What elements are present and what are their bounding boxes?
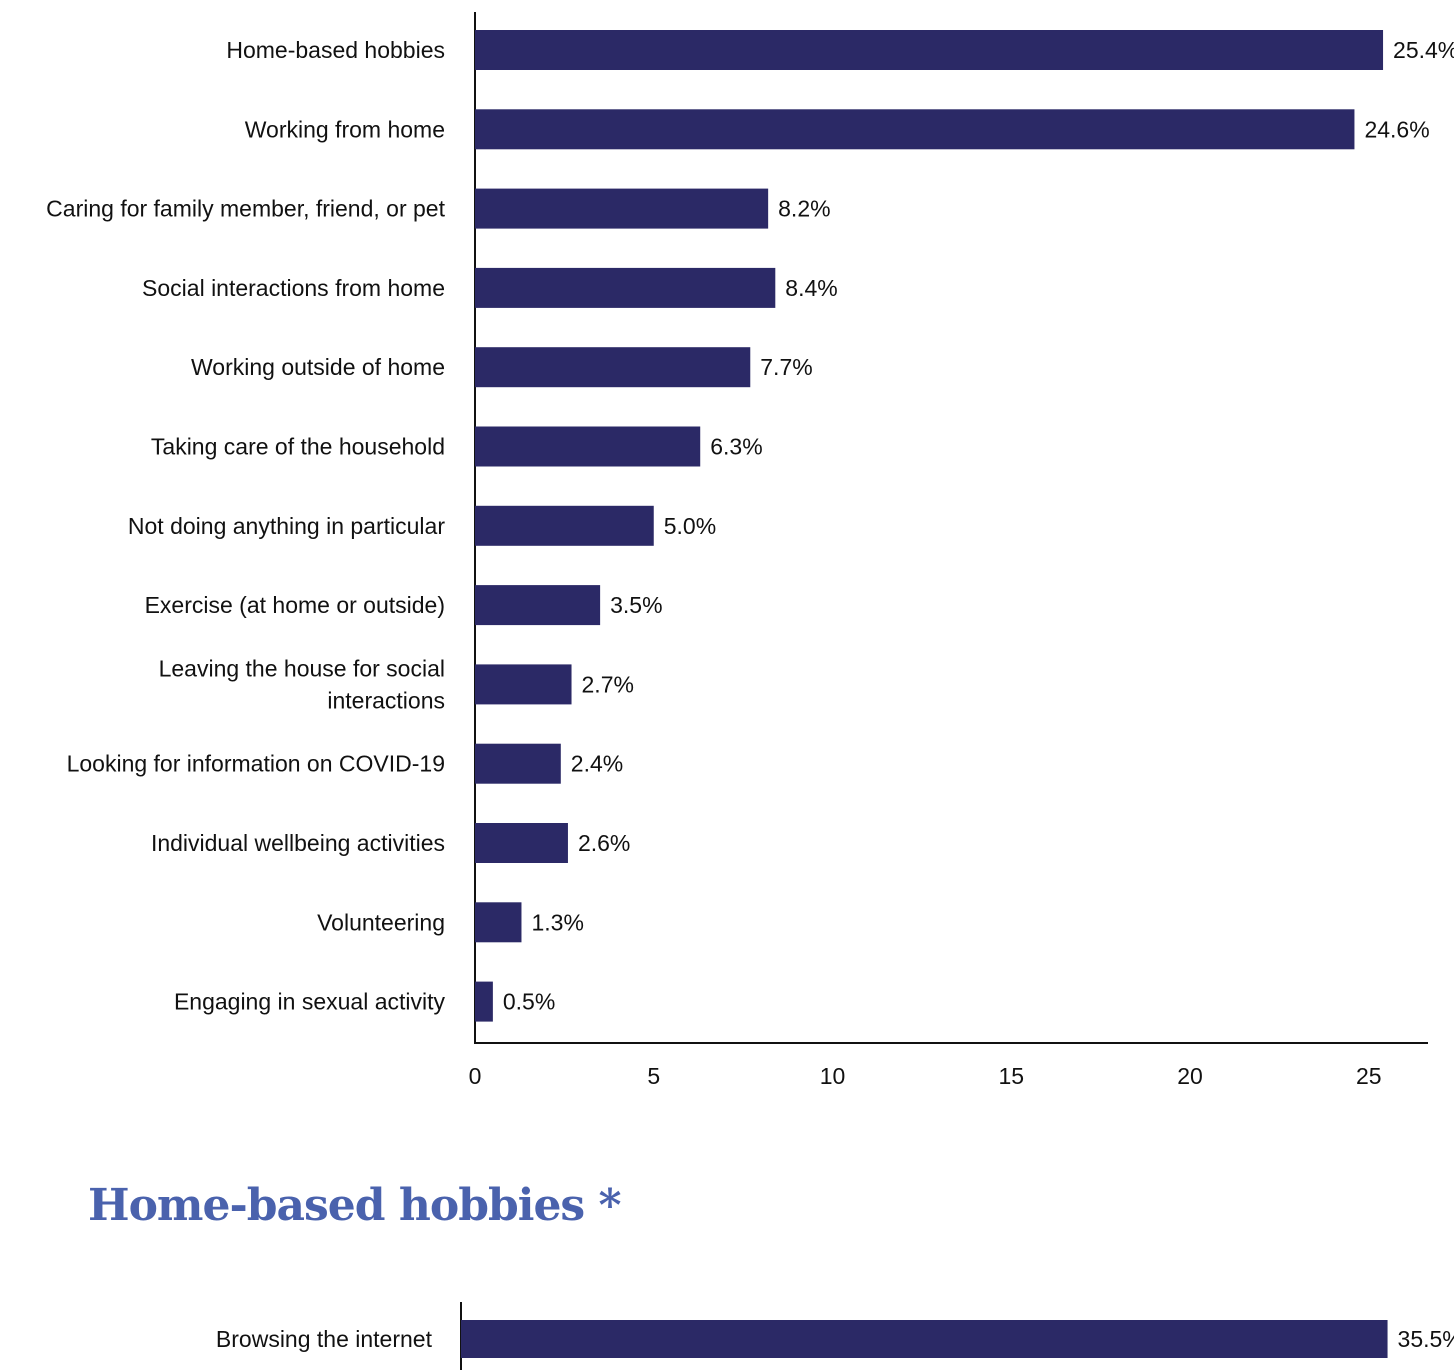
bar-value-label: 2.6% bbox=[578, 830, 630, 856]
category-label: Home-based hobbies bbox=[226, 37, 445, 63]
category-label: Taking care of the household bbox=[151, 434, 445, 460]
category-label: Volunteering bbox=[317, 909, 445, 935]
bar bbox=[475, 267, 776, 308]
bar bbox=[475, 505, 654, 546]
bar bbox=[475, 188, 769, 229]
category-label: Not doing anything in particular bbox=[128, 513, 445, 539]
bar bbox=[475, 585, 601, 626]
bar-value-label: 35.5% bbox=[1398, 1326, 1454, 1352]
category-label: Working from home bbox=[245, 116, 445, 142]
bar-value-label: 25.4% bbox=[1393, 37, 1454, 63]
category-label: Looking for information on COVID-19 bbox=[67, 751, 445, 777]
bar bbox=[475, 347, 751, 388]
x-tick-label: 5 bbox=[647, 1063, 660, 1089]
bar-value-label: 7.7% bbox=[760, 354, 812, 380]
bar-value-label: 0.5% bbox=[503, 989, 555, 1015]
bar-value-label: 3.5% bbox=[610, 592, 662, 618]
bar-value-label: 6.3% bbox=[710, 434, 762, 460]
bar bbox=[475, 902, 522, 943]
activities-bar-chart: 25.4% Home-based hobbies 24.6% Working from… bbox=[46, 12, 1454, 1089]
bar bbox=[475, 30, 1384, 70]
bar-value-label: 2.4% bbox=[571, 751, 623, 777]
bar-value-label: 5.0% bbox=[664, 513, 716, 539]
bar bbox=[475, 426, 701, 467]
category-label: Individual wellbeing activities bbox=[151, 830, 445, 856]
bar-value-label: 24.6% bbox=[1364, 116, 1429, 142]
category-label: Leaving the house for social interactions bbox=[159, 655, 445, 713]
bar bbox=[475, 743, 561, 784]
bar bbox=[475, 664, 572, 705]
x-tick-label: 20 bbox=[1177, 1063, 1203, 1089]
category-label: Caring for family member, friend, or pet bbox=[46, 196, 445, 222]
x-tick-label: 25 bbox=[1356, 1063, 1382, 1089]
bar bbox=[475, 109, 1355, 150]
category-label: Exercise (at home or outside) bbox=[145, 592, 445, 618]
hobbies-bar-chart: 35.5% Browsing the internet bbox=[216, 1302, 1454, 1370]
bar-value-label: 8.4% bbox=[785, 275, 837, 301]
bar-value-label: 1.3% bbox=[531, 909, 583, 935]
bar bbox=[461, 1320, 1388, 1358]
x-tick-label: 15 bbox=[998, 1063, 1024, 1089]
bar-value-label: 8.2% bbox=[778, 196, 830, 222]
x-tick-label: 0 bbox=[469, 1063, 482, 1089]
x-tick-label: 10 bbox=[820, 1063, 846, 1089]
bar bbox=[475, 823, 568, 863]
category-label: Engaging in sexual activity bbox=[174, 989, 446, 1015]
bar bbox=[475, 981, 493, 1022]
category-label: Working outside of home bbox=[191, 354, 445, 380]
bar-value-label: 2.7% bbox=[582, 671, 634, 697]
category-label: Social interactions from home bbox=[142, 275, 445, 301]
section-title: Home-based hobbies * bbox=[88, 1180, 622, 1231]
category-label: Browsing the internet bbox=[216, 1326, 433, 1352]
